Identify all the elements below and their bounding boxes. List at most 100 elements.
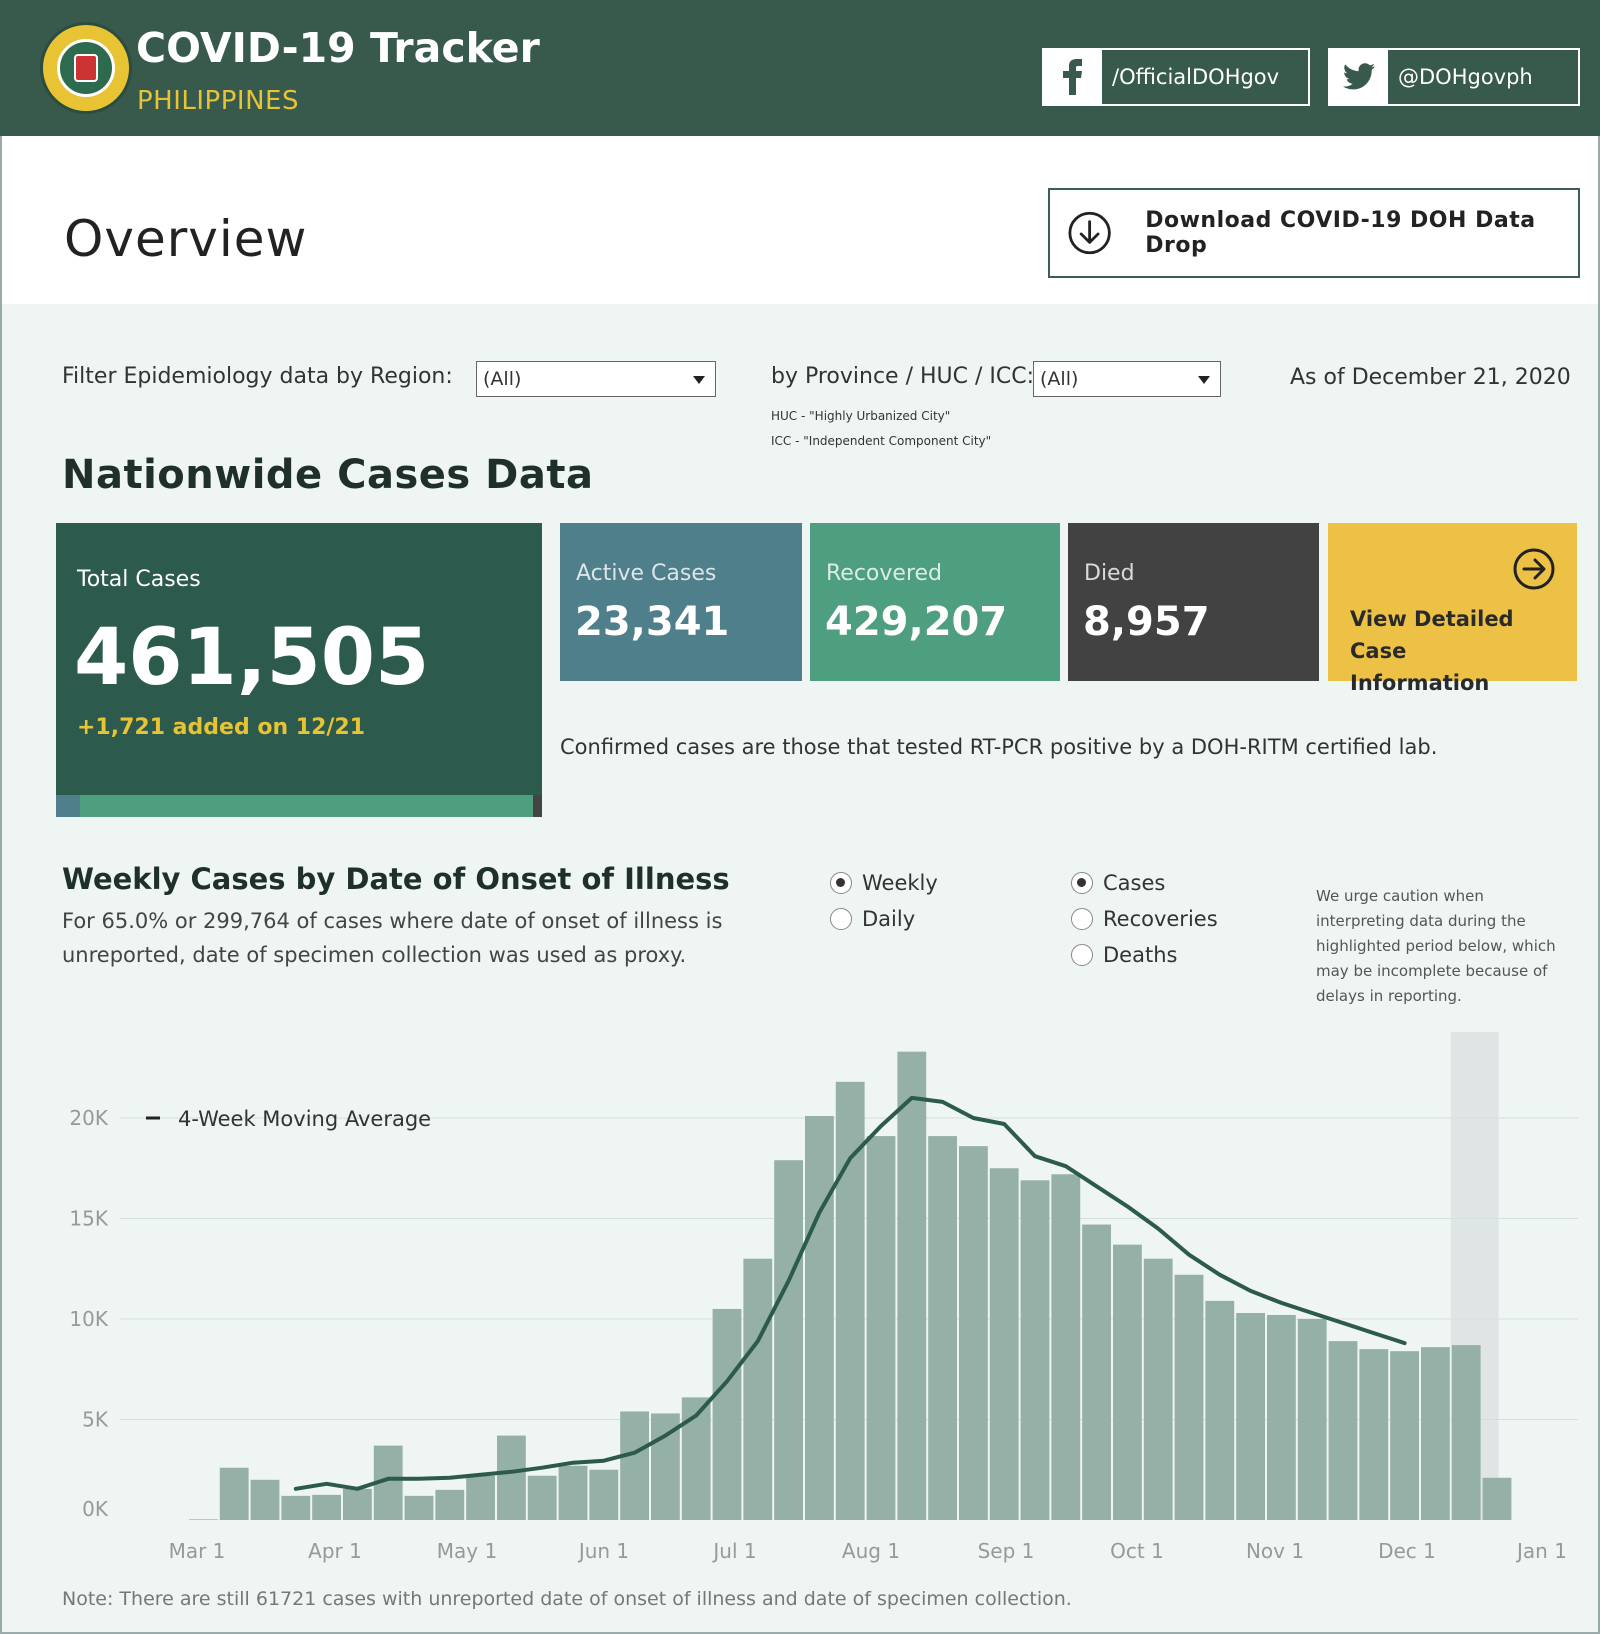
- x-tick-label: Aug 1: [842, 1539, 900, 1563]
- download-data-drop-button[interactable]: Download COVID-19 DOH Data Drop: [1048, 188, 1580, 278]
- bar: [312, 1494, 341, 1520]
- facebook-link[interactable]: /OfficialDOHgov: [1042, 48, 1310, 106]
- bar: [959, 1146, 988, 1520]
- bar: [620, 1411, 649, 1520]
- bar: [466, 1475, 495, 1520]
- active-cases-card: Active Cases 23,341: [560, 523, 802, 681]
- x-tick-label: Jun 1: [577, 1539, 629, 1563]
- view-detailed-case-button[interactable]: View Detailed Case Information: [1328, 523, 1577, 695]
- radio-unchecked-icon: [1071, 908, 1093, 930]
- bar: [1328, 1341, 1358, 1520]
- bar: [250, 1479, 280, 1520]
- died-value: 8,957: [1083, 599, 1210, 645]
- active-segment: [56, 795, 80, 817]
- bar: [1143, 1258, 1173, 1520]
- weekly-cases-chart: 0K 5K 10K 15K 20K 4-Week Moving Average Mar 1 A…: [69, 1032, 1578, 1563]
- region-filter-label: Filter Epidemiology data by Region:: [62, 364, 453, 389]
- x-tick-label: Mar 1: [169, 1539, 226, 1563]
- recovered-card: Recovered 429,207: [810, 523, 1060, 681]
- bar: [1451, 1345, 1481, 1520]
- footnote: Note: There are still 61721 cases with u…: [62, 1588, 1072, 1610]
- bar: [1113, 1244, 1142, 1520]
- facebook-label: /OfficialDOHgov: [1112, 65, 1280, 89]
- twitter-link[interactable]: @DOHgovph: [1328, 48, 1580, 106]
- case-breakdown-bar: [56, 795, 542, 817]
- bar: [527, 1475, 557, 1520]
- bar: [497, 1435, 526, 1520]
- bar: [404, 1495, 434, 1520]
- bar: [1267, 1314, 1296, 1520]
- bar: [1082, 1224, 1111, 1520]
- radio-cases[interactable]: Cases: [1071, 871, 1165, 895]
- y-tick-label: 10K: [69, 1307, 108, 1331]
- y-tick-label: 5K: [82, 1408, 109, 1432]
- facebook-icon: [1044, 50, 1102, 104]
- province-select-value: (All): [1040, 368, 1079, 390]
- x-tick-label: Nov 1: [1246, 1539, 1304, 1563]
- icc-note: ICC - "Independent Component City": [771, 434, 992, 448]
- bar: [1205, 1300, 1235, 1520]
- radio-deaths[interactable]: Deaths: [1071, 943, 1177, 967]
- x-tick-label: May 1: [437, 1539, 497, 1563]
- bar: [805, 1115, 834, 1520]
- region-select[interactable]: (All): [476, 361, 716, 397]
- died-label: Died: [1084, 561, 1135, 586]
- y-tick-label: 20K: [69, 1106, 108, 1130]
- radio-recoveries-label: Recoveries: [1103, 907, 1218, 931]
- total-cases-value: 461,505: [74, 613, 430, 703]
- as-of-date: As of December 21, 2020: [1290, 365, 1571, 390]
- radio-unchecked-icon: [1071, 944, 1093, 966]
- bar: [835, 1081, 865, 1520]
- bar: [866, 1136, 896, 1520]
- x-tick-label: Jul 1: [711, 1539, 756, 1563]
- caution-note: We urge caution when interpreting data d…: [1316, 887, 1556, 1005]
- download-label: Download COVID-19 DOH Data Drop: [1145, 208, 1536, 258]
- radio-unchecked-icon: [830, 908, 852, 930]
- bar: [219, 1467, 249, 1520]
- radio-weekly[interactable]: Weekly: [830, 871, 938, 895]
- died-card: Died 8,957: [1068, 523, 1319, 681]
- bar: [743, 1258, 773, 1520]
- bar: [1421, 1347, 1450, 1520]
- bar: [712, 1308, 742, 1520]
- chevron-down-icon: [1198, 376, 1210, 384]
- recovered-label: Recovered: [826, 561, 943, 586]
- twitter-icon: [1330, 50, 1388, 104]
- bar: [897, 1051, 927, 1520]
- bar: [774, 1160, 803, 1520]
- radio-daily-label: Daily: [862, 907, 916, 931]
- view-detailed-label: View Detailed Case Information: [1350, 607, 1514, 695]
- radio-weekly-label: Weekly: [862, 871, 938, 895]
- region-select-value: (All): [483, 368, 522, 390]
- radio-daily[interactable]: Daily: [830, 907, 915, 931]
- page-title: Overview: [64, 210, 308, 268]
- total-cases-added: +1,721 added on 12/21: [77, 715, 366, 740]
- active-cases-label: Active Cases: [576, 561, 717, 586]
- arrow-right-circle-icon: [1513, 548, 1555, 590]
- y-tick-label: 0K: [82, 1497, 109, 1521]
- died-segment: [533, 795, 542, 817]
- radio-cases-label: Cases: [1103, 871, 1166, 895]
- bar: [281, 1495, 311, 1520]
- x-tick-label: Sep 1: [978, 1539, 1035, 1563]
- bar: [343, 1488, 372, 1520]
- x-tick-label: Oct 1: [1110, 1539, 1164, 1563]
- download-icon: [1068, 211, 1111, 255]
- total-cases-label: Total Cases: [77, 567, 201, 592]
- legend-label: 4-Week Moving Average: [178, 1107, 431, 1131]
- bar: [189, 1519, 218, 1520]
- bar: [1174, 1274, 1204, 1520]
- moving-average-line: [293, 1095, 1407, 1491]
- radio-deaths-label: Deaths: [1103, 943, 1178, 967]
- radio-checked-icon: [1071, 872, 1093, 894]
- bar: [989, 1168, 1019, 1520]
- nationwide-title: Nationwide Cases Data: [62, 452, 594, 498]
- bar: [1359, 1349, 1389, 1520]
- province-select[interactable]: (All): [1033, 361, 1221, 397]
- app-subtitle: PHILIPPINES: [137, 86, 299, 116]
- bar: [1051, 1174, 1081, 1520]
- active-cases-value: 23,341: [575, 599, 730, 645]
- recovered-value: 429,207: [825, 599, 1008, 645]
- bar: [589, 1469, 619, 1520]
- radio-recoveries[interactable]: Recoveries: [1071, 907, 1218, 931]
